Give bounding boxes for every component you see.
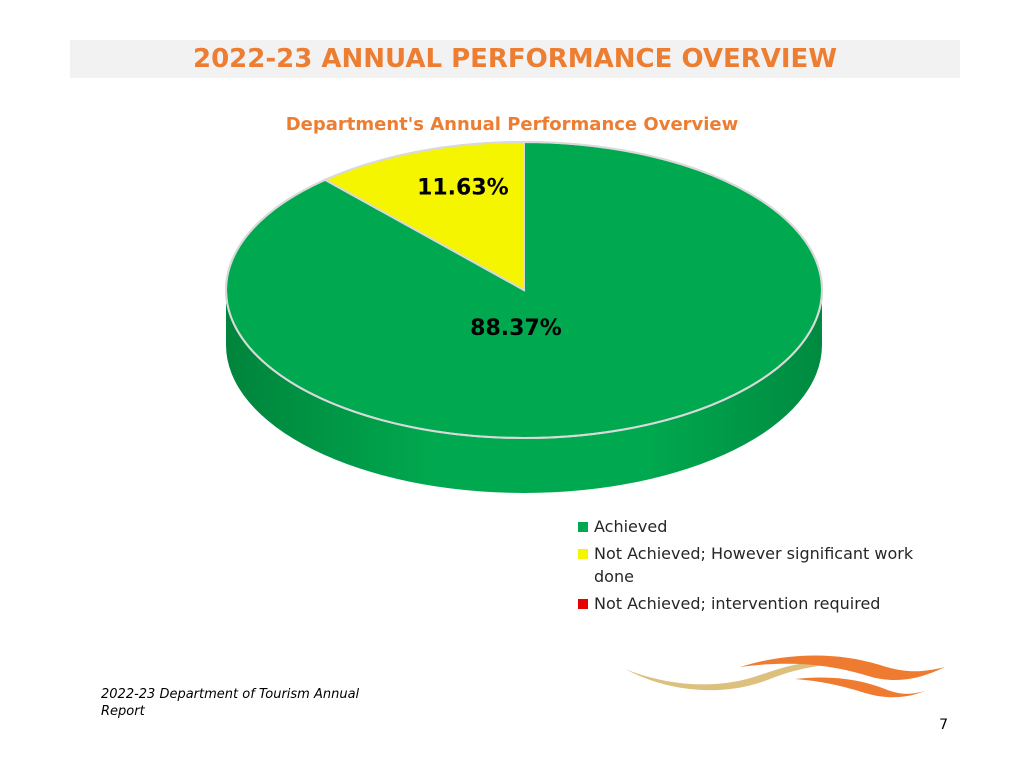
legend-item: Not Achieved; However significant work d… — [578, 542, 938, 588]
page-number: 7 — [939, 717, 948, 733]
page-title: 2022-23 ANNUAL PERFORMANCE OVERVIEW — [193, 44, 837, 74]
pie-rim — [225, 141, 823, 439]
title-bar: 2022-23 ANNUAL PERFORMANCE OVERVIEW — [70, 40, 960, 78]
swoosh-logo-icon — [625, 655, 945, 698]
pie-chart: 88.37% 11.63% — [225, 140, 823, 493]
legend-label: Not Achieved; However significant work d… — [594, 544, 914, 586]
legend-label: Achieved — [594, 517, 668, 536]
pie-slice-label-2: 11.63% — [417, 175, 509, 200]
legend-label: Not Achieved; intervention required — [594, 594, 881, 613]
legend-item: Achieved — [578, 515, 938, 538]
legend-item: Not Achieved; intervention required — [578, 592, 938, 615]
legend-swatch — [578, 599, 588, 609]
pie-side-wall — [226, 290, 822, 493]
legend-swatch — [578, 549, 588, 559]
chart-legend: Achieved Not Achieved; However significan… — [578, 515, 938, 619]
legend-swatch — [578, 522, 588, 532]
pie-slice-label-1: 88.37% — [470, 316, 562, 341]
chart-title: Department's Annual Performance Overview — [285, 114, 739, 135]
footer-report-title: 2022-23 Department of Tourism Annual Rep… — [101, 687, 360, 719]
